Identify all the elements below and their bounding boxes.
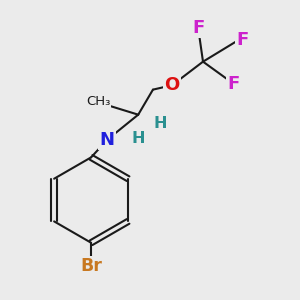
Text: F: F	[236, 31, 248, 49]
Text: N: N	[100, 131, 115, 149]
Text: CH₃: CH₃	[86, 95, 111, 108]
Text: F: F	[193, 19, 205, 37]
Text: H: H	[131, 131, 145, 146]
Text: O: O	[164, 76, 180, 94]
Text: H: H	[154, 116, 167, 131]
Text: Br: Br	[80, 257, 102, 275]
Text: F: F	[228, 75, 240, 93]
